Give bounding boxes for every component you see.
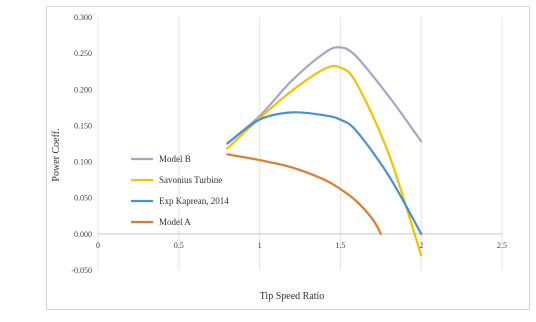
x-tick-label: 0 [96,241,100,250]
series-line [226,111,423,235]
legend-label: Exp Kaprean, 2014 [159,196,229,206]
y-tick-label: 0.300 [74,13,92,22]
legend-label: Model B [159,154,191,164]
x-axis-title: Tip Speed Ratio [260,291,325,302]
y-tick-label: -0.050 [71,266,92,275]
y-tick-label: 0.250 [74,49,92,58]
x-tick-label: 2 [419,241,423,250]
series-line [226,46,423,145]
y-tick-label: 0.150 [74,121,92,130]
series-line [226,153,382,235]
legend-label: Savonius Turbine [159,175,222,185]
y-tick-label: 0.050 [74,194,92,203]
chart-frame: 0 0.5 1 1.5 2 2.5 -0.050 0.000 0.050 0.100 0.150 0.… [46,6,530,310]
legend-label: Model A [159,217,191,227]
x-tick-label: 1 [258,241,262,250]
x-tick-label: 2.5 [497,241,507,250]
y-tick-label: 0.000 [74,230,92,239]
y-tick-label: 0.100 [74,158,92,167]
y-axis-title: Power Coeff. [51,128,62,181]
x-tick-label: 0.5 [174,241,184,250]
y-tick-label: 0.200 [74,85,92,94]
line-chart: 0 0.5 1 1.5 2 2.5 -0.050 0.000 0.050 0.100 0.150 0.… [51,13,507,302]
series-line [226,64,423,257]
x-tick-label: 1.5 [335,241,345,250]
